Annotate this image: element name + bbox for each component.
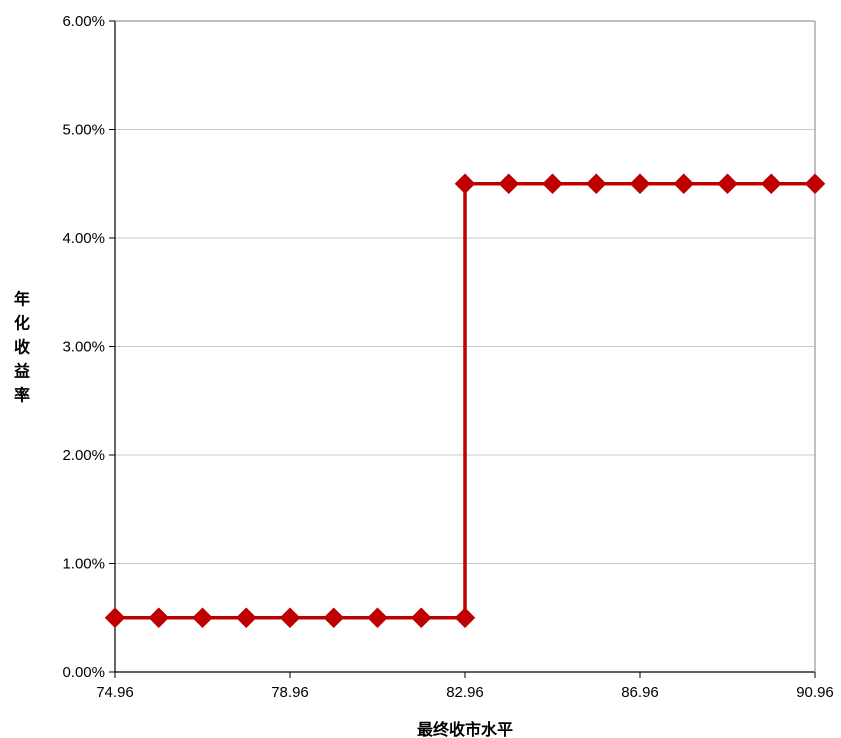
y-tick-label: 1.00% [62, 556, 105, 573]
data-point-marker [323, 607, 345, 629]
y-tick-label: 3.00% [62, 339, 105, 356]
data-point-marker [454, 607, 476, 629]
data-point-marker [542, 173, 563, 195]
y-axis-title-char: 收 [14, 338, 30, 357]
data-point-marker [192, 607, 213, 629]
x-tick-label: 90.96 [796, 684, 834, 701]
y-tick-label: 5.00% [62, 122, 105, 139]
data-point-marker [148, 607, 170, 629]
y-axis-title-char: 年 [14, 290, 30, 309]
data-point-marker [454, 173, 476, 195]
y-axis-title-char: 率 [14, 386, 30, 405]
y-tick-label: 0.00% [62, 664, 105, 681]
y-axis-ticks: 0.00% 1.00% 2.00% 3.00% 4.00% 5.00% 6.00% [62, 13, 115, 681]
data-point-marker [104, 607, 126, 629]
x-axis-ticks: 74.96 78.96 82.96 86.96 90.96 [96, 672, 834, 701]
y-tick-label: 2.00% [62, 447, 105, 464]
data-point-marker [498, 173, 520, 195]
series-line [115, 182, 815, 620]
y-axis-title-char: 益 [14, 362, 30, 381]
data-point-marker [760, 173, 782, 195]
data-point-marker [673, 173, 695, 195]
x-tick-label: 86.96 [621, 684, 659, 701]
data-point-marker [804, 173, 826, 195]
data-point-marker [367, 607, 388, 629]
y-tick-label: 6.00% [62, 13, 105, 30]
data-point-marker [717, 173, 738, 195]
x-tick-label: 82.96 [446, 684, 484, 701]
x-axis-title: 最终收市水平 [417, 720, 513, 738]
data-point-marker [410, 607, 432, 629]
data-point-marker [235, 607, 257, 629]
series-layer [104, 173, 826, 629]
axes [114, 20, 816, 673]
y-axis-title-char: 化 [14, 314, 30, 333]
x-tick-label: 78.96 [271, 684, 309, 701]
data-point-marker [585, 173, 607, 195]
data-point-marker [279, 607, 301, 629]
data-point-marker [629, 173, 651, 195]
x-tick-label: 74.96 [96, 684, 134, 701]
y-tick-label: 4.00% [62, 230, 105, 247]
